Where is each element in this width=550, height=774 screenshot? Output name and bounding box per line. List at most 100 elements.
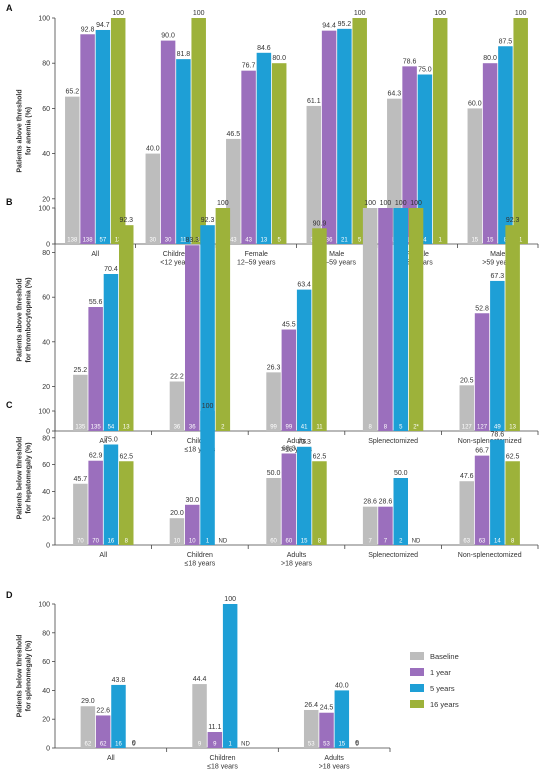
bar-value-label: 44.4 — [193, 676, 207, 683]
y-axis-title-line: for thrombocytopenia (%) — [26, 277, 33, 362]
bar-n-label: 8 — [125, 539, 129, 545]
bar-n-label: 57 — [100, 238, 107, 244]
bar-value-label: 26.4 — [304, 702, 318, 709]
legend-swatch — [410, 652, 424, 660]
bar-value-label: 100 — [364, 200, 376, 207]
bar — [145, 153, 161, 244]
y-tick-label: 80 — [42, 250, 50, 257]
bar-value-label: 22.6 — [96, 707, 110, 714]
x-category-label: Male — [490, 251, 505, 258]
bar-n-label: 13 — [123, 425, 130, 431]
bar — [215, 208, 231, 431]
bar — [119, 461, 134, 545]
bar — [88, 460, 103, 545]
bar-n-label: 60 — [286, 539, 293, 545]
bar-value-label: 63.4 — [297, 282, 311, 289]
bar-value-label: 40.0 — [335, 682, 349, 689]
bar-value-label: 62.5 — [506, 453, 520, 460]
bar-n-label: 9 — [198, 742, 202, 748]
bar-value-label: 92.3 — [506, 217, 520, 224]
bar-n-label: 11 — [316, 425, 323, 431]
y-tick-label: 40 — [42, 151, 50, 158]
bar — [271, 63, 287, 245]
y-tick-label: 20 — [42, 717, 50, 724]
bar-value-label: 100 — [410, 200, 422, 207]
bar — [111, 684, 126, 748]
bar-n-label: 36 — [189, 425, 196, 431]
bar — [378, 506, 393, 545]
x-category-label: Adults — [324, 755, 344, 762]
bar-value-label: 100 — [202, 403, 214, 410]
bar-value-label: 92.3 — [201, 217, 215, 224]
bar-value-label: 29.0 — [81, 698, 95, 705]
bar — [393, 208, 408, 431]
bar-n-label: 138 — [83, 238, 94, 244]
bar — [306, 105, 322, 244]
bar-n-label: 2* — [413, 425, 419, 431]
y-tick-label: 0 — [46, 746, 50, 753]
bar-n-label: 2 — [399, 539, 403, 545]
x-category-label: Non-splenectomized — [458, 438, 522, 445]
bar-value-label: 11.1 — [208, 724, 221, 731]
panel-c: C Patients below threshold for hepatomegal… — [6, 400, 539, 568]
bar-value-label: 43.8 — [112, 677, 126, 684]
bar-value-label: 64.3 — [387, 91, 401, 98]
y-axis-title-line: for splenomegaly (%) — [26, 641, 33, 712]
bar-n-label: 53 — [323, 742, 330, 748]
x-category-label: ≤18 years — [185, 447, 216, 454]
bar — [119, 225, 134, 431]
y-tick-label: 80 — [42, 435, 50, 442]
bar — [176, 59, 191, 244]
bar-value-label: 75.0 — [104, 437, 118, 444]
x-category-label: Adults — [287, 552, 307, 559]
panel-a: A Patients above threshold for anemia (%) 0… — [6, 3, 539, 267]
bar-value-label: 26.3 — [267, 364, 281, 371]
x-category-label: >18 years — [281, 561, 312, 568]
bar-value-label: 100 — [354, 10, 366, 17]
bar-n-label: 16 — [115, 742, 122, 748]
x-category-label: Female — [245, 251, 268, 258]
bar — [505, 461, 520, 545]
bar-value-label: 68.3 — [282, 445, 296, 452]
bar-value-label: 100 — [224, 596, 236, 603]
bar-value-label: 76.7 — [242, 63, 256, 70]
bar-value-label: 28.6 — [379, 499, 393, 506]
bar-n-label: 5 — [278, 238, 282, 244]
bar — [266, 372, 281, 431]
bar-n-label: 41 — [301, 425, 308, 431]
y-tick-label: 0 — [46, 543, 50, 550]
bar — [505, 225, 520, 431]
x-category-label: Splenectomized — [368, 438, 418, 445]
x-category-label: <12 years — [160, 260, 191, 267]
bar-n-label: 127 — [477, 425, 488, 431]
y-axis-title: Patients below threshold for splenomegaly… — [17, 635, 33, 718]
bar-value-label: 67.3 — [491, 273, 505, 280]
bar — [362, 208, 378, 431]
bar — [467, 108, 483, 245]
y-axis-title: Patients above threshold for thrombocytop… — [17, 277, 33, 362]
bar — [474, 455, 490, 545]
x-category-label: Male — [329, 251, 344, 258]
bar-n-label: 8 — [318, 539, 322, 545]
bar-n-label: 4 — [423, 238, 427, 244]
bar — [393, 478, 408, 545]
bar-n-label: 36 — [174, 425, 181, 431]
bar — [513, 18, 528, 244]
bar-value-label: 90.9 — [313, 220, 327, 227]
y-tick-label: 60 — [42, 295, 50, 302]
y-tick-label: 60 — [42, 462, 50, 469]
bar-value-label: 100 — [193, 10, 205, 17]
x-category-label: Adults — [287, 438, 307, 445]
bar — [378, 208, 393, 431]
bar — [256, 52, 272, 244]
panel-letter: D — [6, 590, 13, 600]
bar-value-label: 22.2 — [170, 373, 184, 380]
bar-value-label: 92.3 — [119, 217, 133, 224]
bar-value-label: 94.7 — [96, 22, 110, 29]
bar — [207, 732, 223, 748]
bar-n-label: 10 — [174, 539, 181, 545]
bar — [103, 274, 119, 431]
bar — [281, 453, 297, 545]
bar — [95, 29, 111, 245]
x-category-label: 12–59 years — [317, 260, 356, 267]
